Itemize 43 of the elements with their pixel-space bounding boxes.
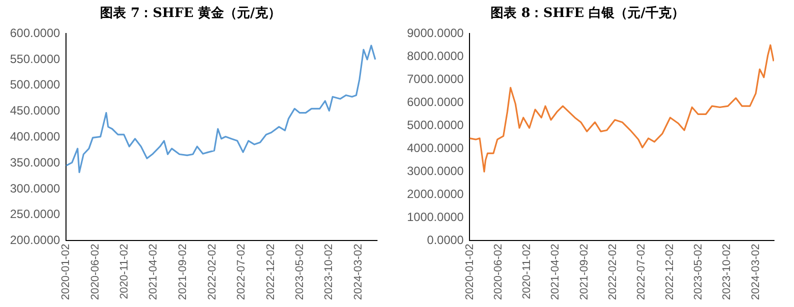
x-tick-label: 2020-01-02 [60,244,72,300]
x-tick-label: 2021-04-02 [148,244,160,300]
x-tick-label: 2024-03-02 [750,244,762,300]
y-tick-label: 600.0000 [10,26,60,40]
x-tick-label: 2023-10-02 [323,244,336,300]
y-tick-label: 7000.0000 [406,72,464,86]
y-tick-label: 5000.0000 [406,118,464,132]
x-tick-label: 2020-01-02 [464,244,476,300]
x-tick-label: 2020-06-02 [89,244,102,300]
chart-title: 图表 7：SHFE 黄金（元/克） [100,6,281,22]
x-tick-label: 2022-12-02 [664,244,676,300]
y-tick-label: 4000.0000 [406,140,464,155]
x-tick-label: 2024-03-02 [352,244,364,300]
y-tick-label: 550.0000 [10,52,60,66]
y-tick-label: 200.0000 [10,233,60,248]
y-tick-label: 9000.0000 [406,26,464,40]
x-tick-label: 2021-04-02 [550,244,562,300]
x-tick-label: 2023-05-02 [294,244,306,300]
y-tick-label: 400.0000 [10,129,60,144]
y-tick-label: 300.0000 [10,181,60,196]
x-tick-label: 2020-11-02 [521,244,534,300]
x-tick-label: 2022-02-02 [607,244,620,300]
x-tick-label: 2021-09-02 [177,244,190,300]
y-tick-label: 1000.0000 [406,210,464,224]
x-tick-label: 2022-12-02 [264,244,277,300]
y-tick-label: 6000.0000 [406,94,464,109]
x-tick-label: 2023-05-02 [692,244,704,300]
x-tick-label: 2020-06-02 [492,244,504,300]
y-tick-label: 2000.0000 [406,187,464,202]
y-tick-label: 250.0000 [10,207,60,222]
y-tick-label: 3000.0000 [406,164,464,178]
x-tick-label: 2022-07-02 [235,244,248,300]
x-tick-label: 2020-11-02 [118,244,131,300]
y-tick-label: 8000.0000 [406,48,464,63]
y-tick-label: 350.0000 [10,155,60,170]
x-tick-label: 2022-02-02 [206,244,219,300]
x-tick-label: 2023-10-02 [721,244,734,300]
y-tick-label: 0.0000 [427,233,464,248]
chart-title: 图表 8：SHFE 白银（元/千克） [490,5,684,22]
x-tick-label: 2022-07-02 [635,244,648,300]
x-tick-label: 2021-09-02 [578,244,590,300]
y-tick-label: 500.0000 [10,78,60,92]
y-tick-label: 450.0000 [10,104,60,118]
